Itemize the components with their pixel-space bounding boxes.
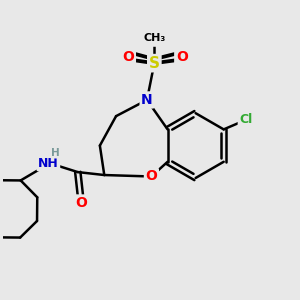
Text: O: O [122,50,134,64]
Text: O: O [146,169,157,184]
Text: N: N [141,93,153,107]
Text: H: H [51,148,60,158]
Text: Cl: Cl [239,112,252,126]
Text: S: S [149,56,160,70]
Text: S: S [149,31,159,45]
Text: NH: NH [38,157,59,170]
Text: CH₃: CH₃ [143,33,166,43]
Text: O: O [176,50,188,64]
Text: O: O [75,196,87,210]
